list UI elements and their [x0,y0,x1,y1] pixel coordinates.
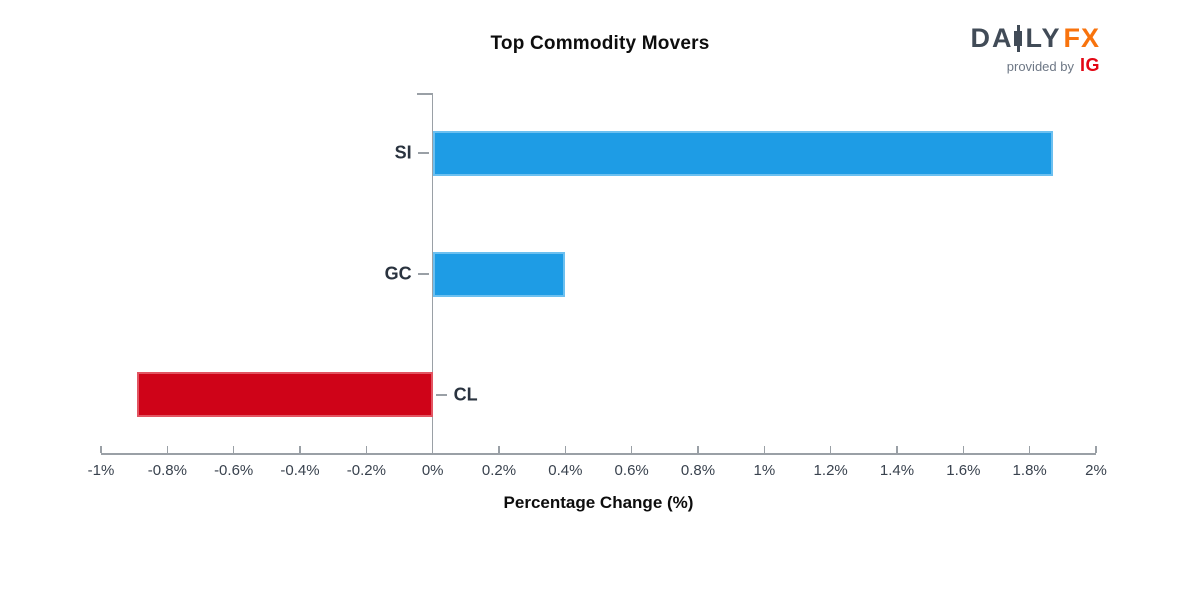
category-tick [418,273,430,275]
x-tick-label: -0.2% [346,462,386,479]
x-tick [498,446,500,453]
x-tick-label: 1.6% [946,462,981,479]
x-tick [365,446,368,453]
logo-text-ly: LY [1025,23,1062,53]
category-label-si: SI [394,142,412,163]
x-tick-label: 0.4% [548,462,583,479]
candlestick-icon [1014,24,1023,52]
chart-title: Top Commodity Movers [490,33,710,54]
dailyfx-logo: DA LY FX provided by IG [970,23,1100,76]
x-tick [896,446,898,453]
x-tick-label: 0.8% [680,462,716,479]
logo-text-da: DA [970,23,1014,53]
x-tick [166,446,169,453]
bar-gc [432,251,566,297]
x-tick [630,446,633,453]
category-tick [436,393,448,396]
x-tick-label: -0.4% [280,462,320,479]
x-axis-label: Percentage Change (%) [503,493,694,512]
x-tick-label: 1.8% [1012,462,1047,479]
x-tick-label: 0% [421,462,444,479]
x-tick [100,446,102,453]
x-tick [962,446,965,453]
x-tick-label: -1% [87,462,115,479]
x-tick-label: 1.2% [813,462,848,479]
logo-text-fx: FX [1063,23,1100,53]
x-tick [829,446,832,453]
x-tick-label: 0.2% [481,462,517,479]
x-tick-label: -0.6% [214,462,254,479]
category-label-cl: CL [453,384,478,405]
plot-area: Percentage Change (%) -1% -0.8% -0.6% -0.4%… [88,93,1107,512]
x-tick [763,446,766,453]
x-tick-label: -0.8% [147,462,187,479]
category-tick [418,152,430,155]
x-tick [697,446,699,453]
x-tick [1028,446,1031,453]
provided-by-text: provided by [1006,59,1074,74]
x-tick-label: 0.6% [614,462,649,479]
x-tick-label: 1.4% [879,462,915,479]
x-axis-line [101,453,1096,455]
bar-si [432,130,1053,176]
x-tick [564,446,567,453]
category-label-gc: GC [384,263,412,284]
x-tick [299,446,301,453]
zero-axis-end-tick [416,93,433,95]
x-tick [431,446,434,453]
dailyfx-wordmark: DA LY FX [970,23,1100,53]
ig-logo: IG [1079,55,1100,75]
x-tick [1095,446,1097,453]
x-tick [232,446,235,453]
provided-by-row: provided by IG [1007,55,1100,76]
bar-cl [137,372,433,418]
x-tick-label: 1% [753,462,776,479]
x-tick-label: 2% [1085,462,1107,479]
